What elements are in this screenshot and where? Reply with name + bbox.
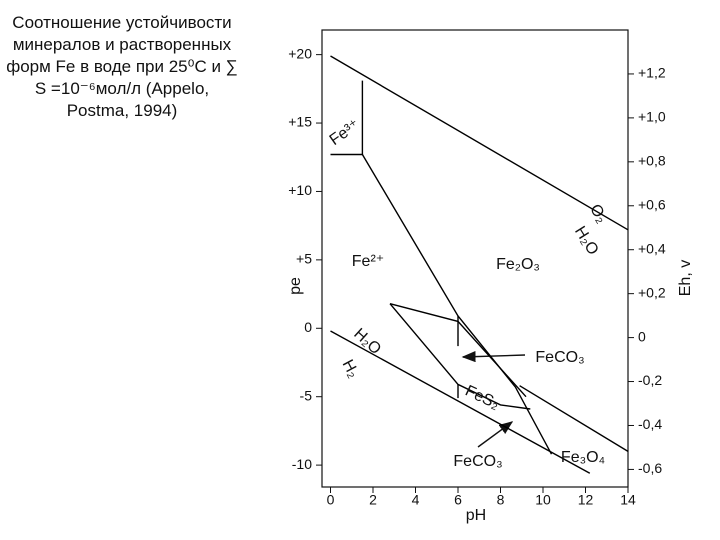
y2-tick-label: +0,8 xyxy=(638,153,666,169)
y2-tick-label: +1,2 xyxy=(638,65,666,81)
x-tick-label: 6 xyxy=(454,492,462,508)
y2-tick-label: +0,2 xyxy=(638,284,666,300)
y-tick-label: -10 xyxy=(292,456,312,472)
y-tick-label: +5 xyxy=(296,251,312,267)
boundary-line xyxy=(519,385,629,452)
y-tick-label: 0 xyxy=(304,319,312,335)
y2-tick-label: -0,2 xyxy=(638,372,662,388)
y2-axis-label: Eh, v xyxy=(677,260,694,296)
region-label: FeS₂ xyxy=(462,383,501,413)
y-tick-label: -5 xyxy=(300,387,313,403)
y2-tick-label: +0,6 xyxy=(638,196,666,212)
x-tick-label: 10 xyxy=(535,492,551,508)
y2-tick-label: -0,6 xyxy=(638,460,662,476)
region-label: H₂O xyxy=(571,224,601,259)
y-tick-label: +15 xyxy=(288,114,312,130)
arrow xyxy=(461,350,526,363)
y2-tick-label: 0 xyxy=(638,328,646,344)
y2-tick-label: +1,0 xyxy=(638,109,666,125)
plot-frame xyxy=(321,29,629,488)
region-label: FeCO₃ xyxy=(453,453,502,470)
x-tick-label: 8 xyxy=(497,492,505,508)
y2-tick-label: -0,4 xyxy=(638,416,662,432)
x-tick-label: 14 xyxy=(620,492,636,508)
y-axis-label: pe xyxy=(287,277,304,295)
x-tick-label: 0 xyxy=(327,492,335,508)
region-label: Fe²⁺ xyxy=(352,253,384,270)
boundary-line xyxy=(330,330,591,474)
boundary-line xyxy=(361,154,553,455)
region-label: FeCO₃ xyxy=(535,349,584,366)
x-axis-label: pH xyxy=(466,507,486,524)
y-tick-label: +20 xyxy=(288,45,312,61)
y2-tick-label: +0,4 xyxy=(638,240,666,256)
arrow xyxy=(477,421,514,448)
region-label: Fe₃O₄ xyxy=(561,449,605,466)
region-label: H₂ xyxy=(339,357,362,381)
region-label: O₂ xyxy=(586,202,610,227)
x-tick-label: 12 xyxy=(578,492,594,508)
x-tick-label: 4 xyxy=(412,492,420,508)
x-tick-label: 2 xyxy=(369,492,377,508)
y-tick-label: +10 xyxy=(288,182,312,198)
chart-title: Соотношение устойчивости минералов и рас… xyxy=(6,13,238,120)
region-label: Fe³⁺ xyxy=(327,116,363,149)
region-label: H₂O xyxy=(350,325,384,358)
region-label: Fe₂O₃ xyxy=(496,256,540,273)
boundary-line xyxy=(330,55,629,231)
boundary-line xyxy=(389,303,531,410)
